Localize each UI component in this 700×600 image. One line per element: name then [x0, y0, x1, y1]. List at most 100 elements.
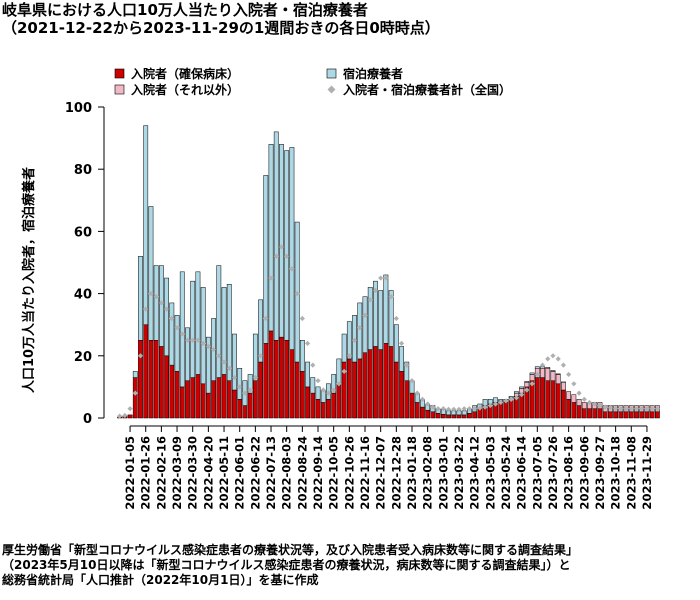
legend-label: 入院者（確保病床）: [131, 66, 239, 81]
chart-subtitle: （2021-12-22から2023-11-29の1週間おきの各日0時時点）: [2, 19, 440, 37]
national-total-point: [477, 405, 483, 411]
national-total-point: [566, 371, 572, 378]
national-total-point: [628, 406, 634, 412]
bar-segment: [205, 336, 211, 394]
national-total-point: [315, 378, 321, 384]
bar-segment: [634, 411, 639, 419]
bar-segment: [414, 402, 420, 419]
national-total-point: [383, 275, 389, 281]
bar-segment: [399, 346, 404, 372]
national-total-point: [445, 406, 452, 412]
bar-segment: [273, 340, 279, 419]
national-total-point: [169, 315, 175, 322]
bar-segment: [420, 406, 425, 419]
bar-segment: [263, 343, 269, 419]
bar-segment: [185, 327, 190, 381]
national-total-point: [122, 412, 128, 419]
bar-segment: [618, 411, 624, 419]
x-tick-label: 2022-08-24: [295, 436, 309, 510]
national-total-point: [586, 399, 593, 406]
bar-segment: [524, 381, 530, 383]
bar-segment: [310, 377, 316, 394]
bar-segment: [654, 411, 660, 419]
bar-segment: [613, 411, 619, 419]
bar-segment: [336, 383, 342, 419]
bar-segment: [190, 377, 196, 419]
bar-segment: [592, 408, 598, 419]
x-tick-label: 2023-02-08: [421, 436, 435, 510]
national-total-point: [367, 297, 373, 303]
x-tick-label: 2023-07-05: [530, 436, 544, 510]
national-total-point: [143, 306, 149, 312]
bar-segment: [226, 284, 232, 381]
national-total-point: [487, 402, 493, 409]
x-tick-label: 2023-08-16: [562, 436, 576, 510]
bar-segment: [232, 389, 237, 419]
y-tick-label: 80: [74, 163, 92, 178]
bar-segment: [299, 340, 305, 372]
national-total-point: [263, 315, 269, 322]
bar-segment: [545, 380, 551, 419]
national-total-point: [633, 406, 640, 412]
legend-swatch: [327, 85, 336, 94]
bar-segment: [576, 399, 582, 406]
national-total-point: [498, 399, 504, 406]
bar-segment: [561, 389, 566, 419]
national-total-point: [472, 406, 478, 412]
bar-segment: [190, 280, 196, 378]
bar-segment: [169, 302, 175, 366]
bar-segment: [644, 411, 650, 419]
bar-segment: [174, 315, 180, 372]
bar-segment: [232, 333, 237, 391]
national-total-point: [398, 340, 405, 346]
national-total-point: [409, 378, 415, 384]
national-total-point: [299, 315, 305, 322]
bar-segment: [409, 392, 415, 419]
national-total-point: [534, 371, 540, 378]
bar-segment: [158, 265, 164, 347]
x-tick-label: 2023-01-18: [405, 436, 419, 510]
source-line: 総務省統計局「人口推計（2022年10月1日）」を基に作成: [2, 573, 319, 587]
bar-segment: [545, 367, 551, 381]
bar-segment: [503, 402, 509, 419]
national-total-point: [393, 315, 399, 322]
bar-segment: [153, 340, 159, 419]
national-total-point: [221, 359, 227, 365]
bar-segment: [383, 343, 389, 419]
bar-segment: [446, 414, 451, 419]
national-total-point: [200, 340, 206, 346]
bar-segment: [132, 371, 138, 378]
bar-segment: [378, 349, 384, 419]
x-axis: 2022-01-05 2022-01-26 2022-02-16 2022-03-09…: [123, 425, 654, 510]
bar-segment: [357, 302, 363, 360]
national-total-point: [388, 294, 394, 300]
national-total-point: [362, 312, 368, 318]
national-total-point: [210, 346, 217, 353]
bar-segment: [237, 399, 243, 419]
national-total-point: [597, 402, 603, 409]
national-total-point: [190, 337, 196, 343]
bar-segment: [373, 280, 378, 347]
national-total-point: [451, 406, 457, 412]
national-total-point: [607, 405, 613, 411]
bar-segment: [221, 374, 227, 419]
bar-segment: [331, 392, 337, 419]
national-total-point: [226, 365, 232, 371]
national-total-point: [404, 362, 410, 368]
x-tick-label: 2023-07-26: [546, 436, 560, 510]
national-total-points: [117, 244, 660, 419]
bar-segment: [367, 349, 373, 419]
x-tick-label: 2022-05-11: [217, 436, 231, 510]
bar-segment: [179, 271, 185, 388]
bar-segment: [247, 374, 253, 394]
bar-segment: [200, 383, 206, 419]
national-total-point: [247, 387, 253, 393]
bar-segment: [326, 399, 331, 419]
bar-segment: [519, 386, 525, 389]
y-tick-label: 60: [74, 225, 92, 240]
bar-segment: [555, 383, 561, 419]
national-total-point: [132, 390, 138, 396]
bar-segment: [352, 361, 357, 419]
national-total-point: [184, 337, 191, 343]
national-total-point: [524, 387, 530, 393]
